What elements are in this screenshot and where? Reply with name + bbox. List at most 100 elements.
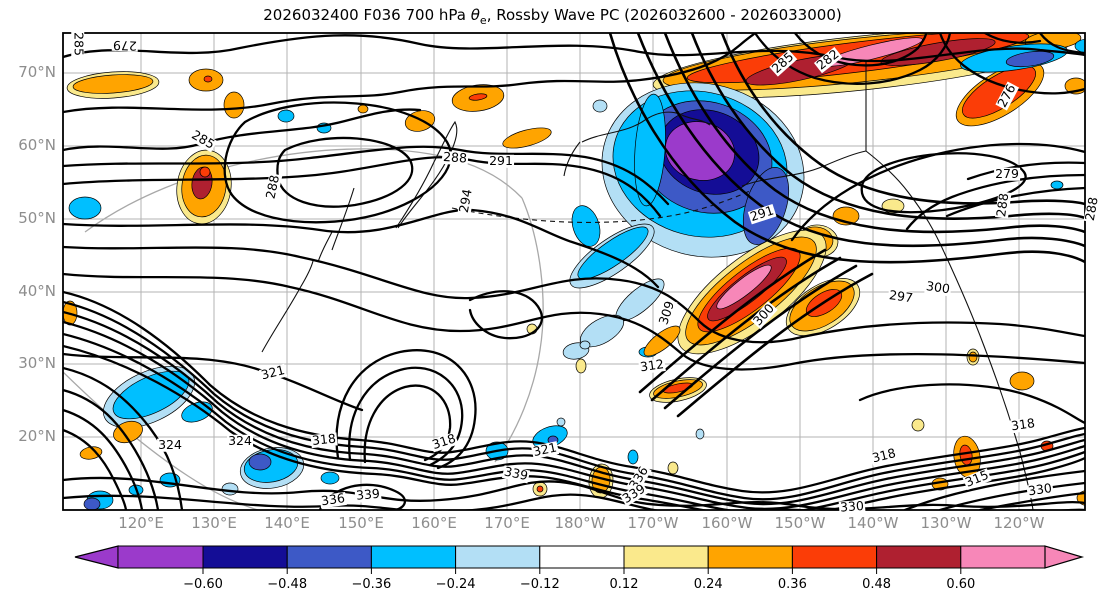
anomaly-negative bbox=[320, 471, 340, 485]
pc-shading bbox=[63, 33, 1085, 510]
anomaly-negative bbox=[592, 99, 608, 113]
colorbar bbox=[74, 545, 1085, 574]
colorbar-tick-label: −0.60 bbox=[183, 577, 223, 592]
chart-title: 2026032400 F036 700 hPa θe, Rossby Wave … bbox=[0, 6, 1105, 27]
theta-e-contours bbox=[63, 33, 1085, 510]
x-tick-label: 160°E bbox=[411, 514, 457, 532]
colorbar-tick-label: −0.24 bbox=[435, 577, 476, 592]
contour-label: 279 bbox=[111, 37, 139, 54]
coast-chukotka bbox=[581, 111, 711, 143]
x-tick-label: 130°W bbox=[920, 514, 972, 532]
colorbar-band bbox=[286, 545, 372, 569]
x-tick-label: 160°W bbox=[701, 514, 753, 532]
colorbar-band bbox=[791, 545, 878, 569]
colorbar-band bbox=[876, 545, 962, 569]
contour-label: 324 bbox=[227, 432, 253, 448]
coast-japan bbox=[261, 260, 314, 353]
anomaly-negative bbox=[68, 196, 102, 220]
contour-label: 285 bbox=[71, 31, 87, 57]
colorbar-band bbox=[707, 545, 793, 569]
anomaly-negative bbox=[556, 417, 566, 427]
x-tick-label: 140°W bbox=[847, 514, 899, 532]
y-tick-label: 60°N bbox=[18, 136, 56, 154]
colorbar-tick-label: 0.12 bbox=[609, 577, 639, 592]
anomaly-negative bbox=[695, 428, 705, 440]
contour-label: 279 bbox=[994, 165, 1020, 181]
x-tick-label: 150°E bbox=[338, 514, 384, 532]
x-tick-label: 150°W bbox=[774, 514, 826, 532]
coast-sakhalin bbox=[331, 187, 355, 251]
contour-label: 291 bbox=[488, 152, 514, 168]
anomaly-negative bbox=[579, 340, 591, 350]
colorbar-tick-label: 0.36 bbox=[777, 577, 807, 592]
anomaly-positive bbox=[536, 485, 544, 493]
colorbar-band bbox=[202, 545, 288, 569]
colorbar-over-band bbox=[960, 545, 1046, 569]
colorbar-over-arrow bbox=[1044, 545, 1085, 569]
anomaly-positive bbox=[575, 358, 587, 374]
anomaly-negative bbox=[1074, 38, 1085, 54]
anomaly-positive bbox=[223, 91, 245, 119]
x-tick-label: 180°W bbox=[554, 514, 606, 532]
map-frame bbox=[62, 32, 1086, 511]
anomaly-negative bbox=[627, 449, 639, 465]
colorbar-tick-label: −0.36 bbox=[351, 577, 392, 592]
colorbar-band bbox=[623, 545, 709, 569]
anomaly-positive bbox=[404, 110, 436, 132]
anomaly-negative bbox=[221, 482, 239, 496]
x-tick-label: 120°W bbox=[993, 514, 1045, 532]
great-circle-arcs bbox=[63, 148, 544, 510]
colorbar-under-arrow bbox=[74, 545, 119, 569]
x-tick-label: 120°E bbox=[118, 514, 164, 532]
x-tick-label: 130°E bbox=[191, 514, 237, 532]
anomaly-positive bbox=[1009, 371, 1035, 391]
title-theta-subscript: e bbox=[479, 14, 487, 27]
colorbar-band bbox=[455, 545, 541, 569]
colorbar-tick-label: 0.48 bbox=[862, 577, 892, 592]
contour-label: 300 bbox=[924, 278, 952, 297]
contour-label: 339 bbox=[354, 485, 382, 503]
anomaly-positive bbox=[113, 420, 143, 444]
coast-kamchatka bbox=[395, 120, 458, 229]
anomaly-positive bbox=[357, 104, 369, 114]
colorbar-band bbox=[539, 545, 625, 569]
x-tick-label: 170°W bbox=[627, 514, 679, 532]
x-tick-label: 140°E bbox=[264, 514, 310, 532]
anomaly-negative bbox=[83, 497, 101, 510]
y-tick-label: 20°N bbox=[18, 427, 56, 445]
anomaly-positive bbox=[199, 166, 211, 178]
title-prefix: 2026032400 F036 700 hPa bbox=[263, 6, 471, 24]
colorbar-tick-label: −0.12 bbox=[519, 577, 560, 592]
anomaly-positive bbox=[667, 461, 679, 475]
y-tick-label: 40°N bbox=[18, 282, 56, 300]
anomaly-positive bbox=[968, 351, 978, 363]
anomaly-positive bbox=[203, 75, 213, 83]
anomaly-negative bbox=[577, 226, 649, 280]
y-tick-label: 50°N bbox=[18, 209, 56, 227]
coast-japan-north bbox=[317, 231, 333, 263]
title-theta-symbol: θ bbox=[470, 6, 480, 24]
coast-north-america-west bbox=[943, 251, 1034, 510]
anomaly-positive bbox=[468, 93, 488, 101]
colorbar-tick-label: −0.48 bbox=[267, 577, 308, 592]
anomaly-negative bbox=[248, 453, 272, 471]
anomaly-negative bbox=[1005, 50, 1055, 68]
y-tick-label: 30°N bbox=[18, 354, 56, 372]
x-tick-label: 170°E bbox=[484, 514, 530, 532]
anomaly-negative bbox=[277, 109, 295, 123]
contour-label: 324 bbox=[157, 436, 183, 452]
colorbar-tick-label: 0.60 bbox=[946, 577, 976, 592]
coast-alaska-southeast bbox=[865, 150, 945, 253]
anomaly-positive bbox=[911, 418, 925, 432]
anomaly-positive bbox=[502, 127, 552, 149]
contour-label: 288 bbox=[441, 148, 469, 166]
title-suffix: , Rossby Wave PC (2026032600 - 202603300… bbox=[486, 6, 842, 24]
y-tick-label: 70°N bbox=[18, 63, 56, 81]
colorbar-band bbox=[370, 545, 457, 569]
anomaly-positive bbox=[716, 264, 772, 310]
anomaly-positive bbox=[72, 74, 154, 94]
contour-label: 318 bbox=[310, 430, 338, 448]
coast-bering-west bbox=[563, 141, 581, 177]
contour-label: 297 bbox=[887, 287, 915, 306]
